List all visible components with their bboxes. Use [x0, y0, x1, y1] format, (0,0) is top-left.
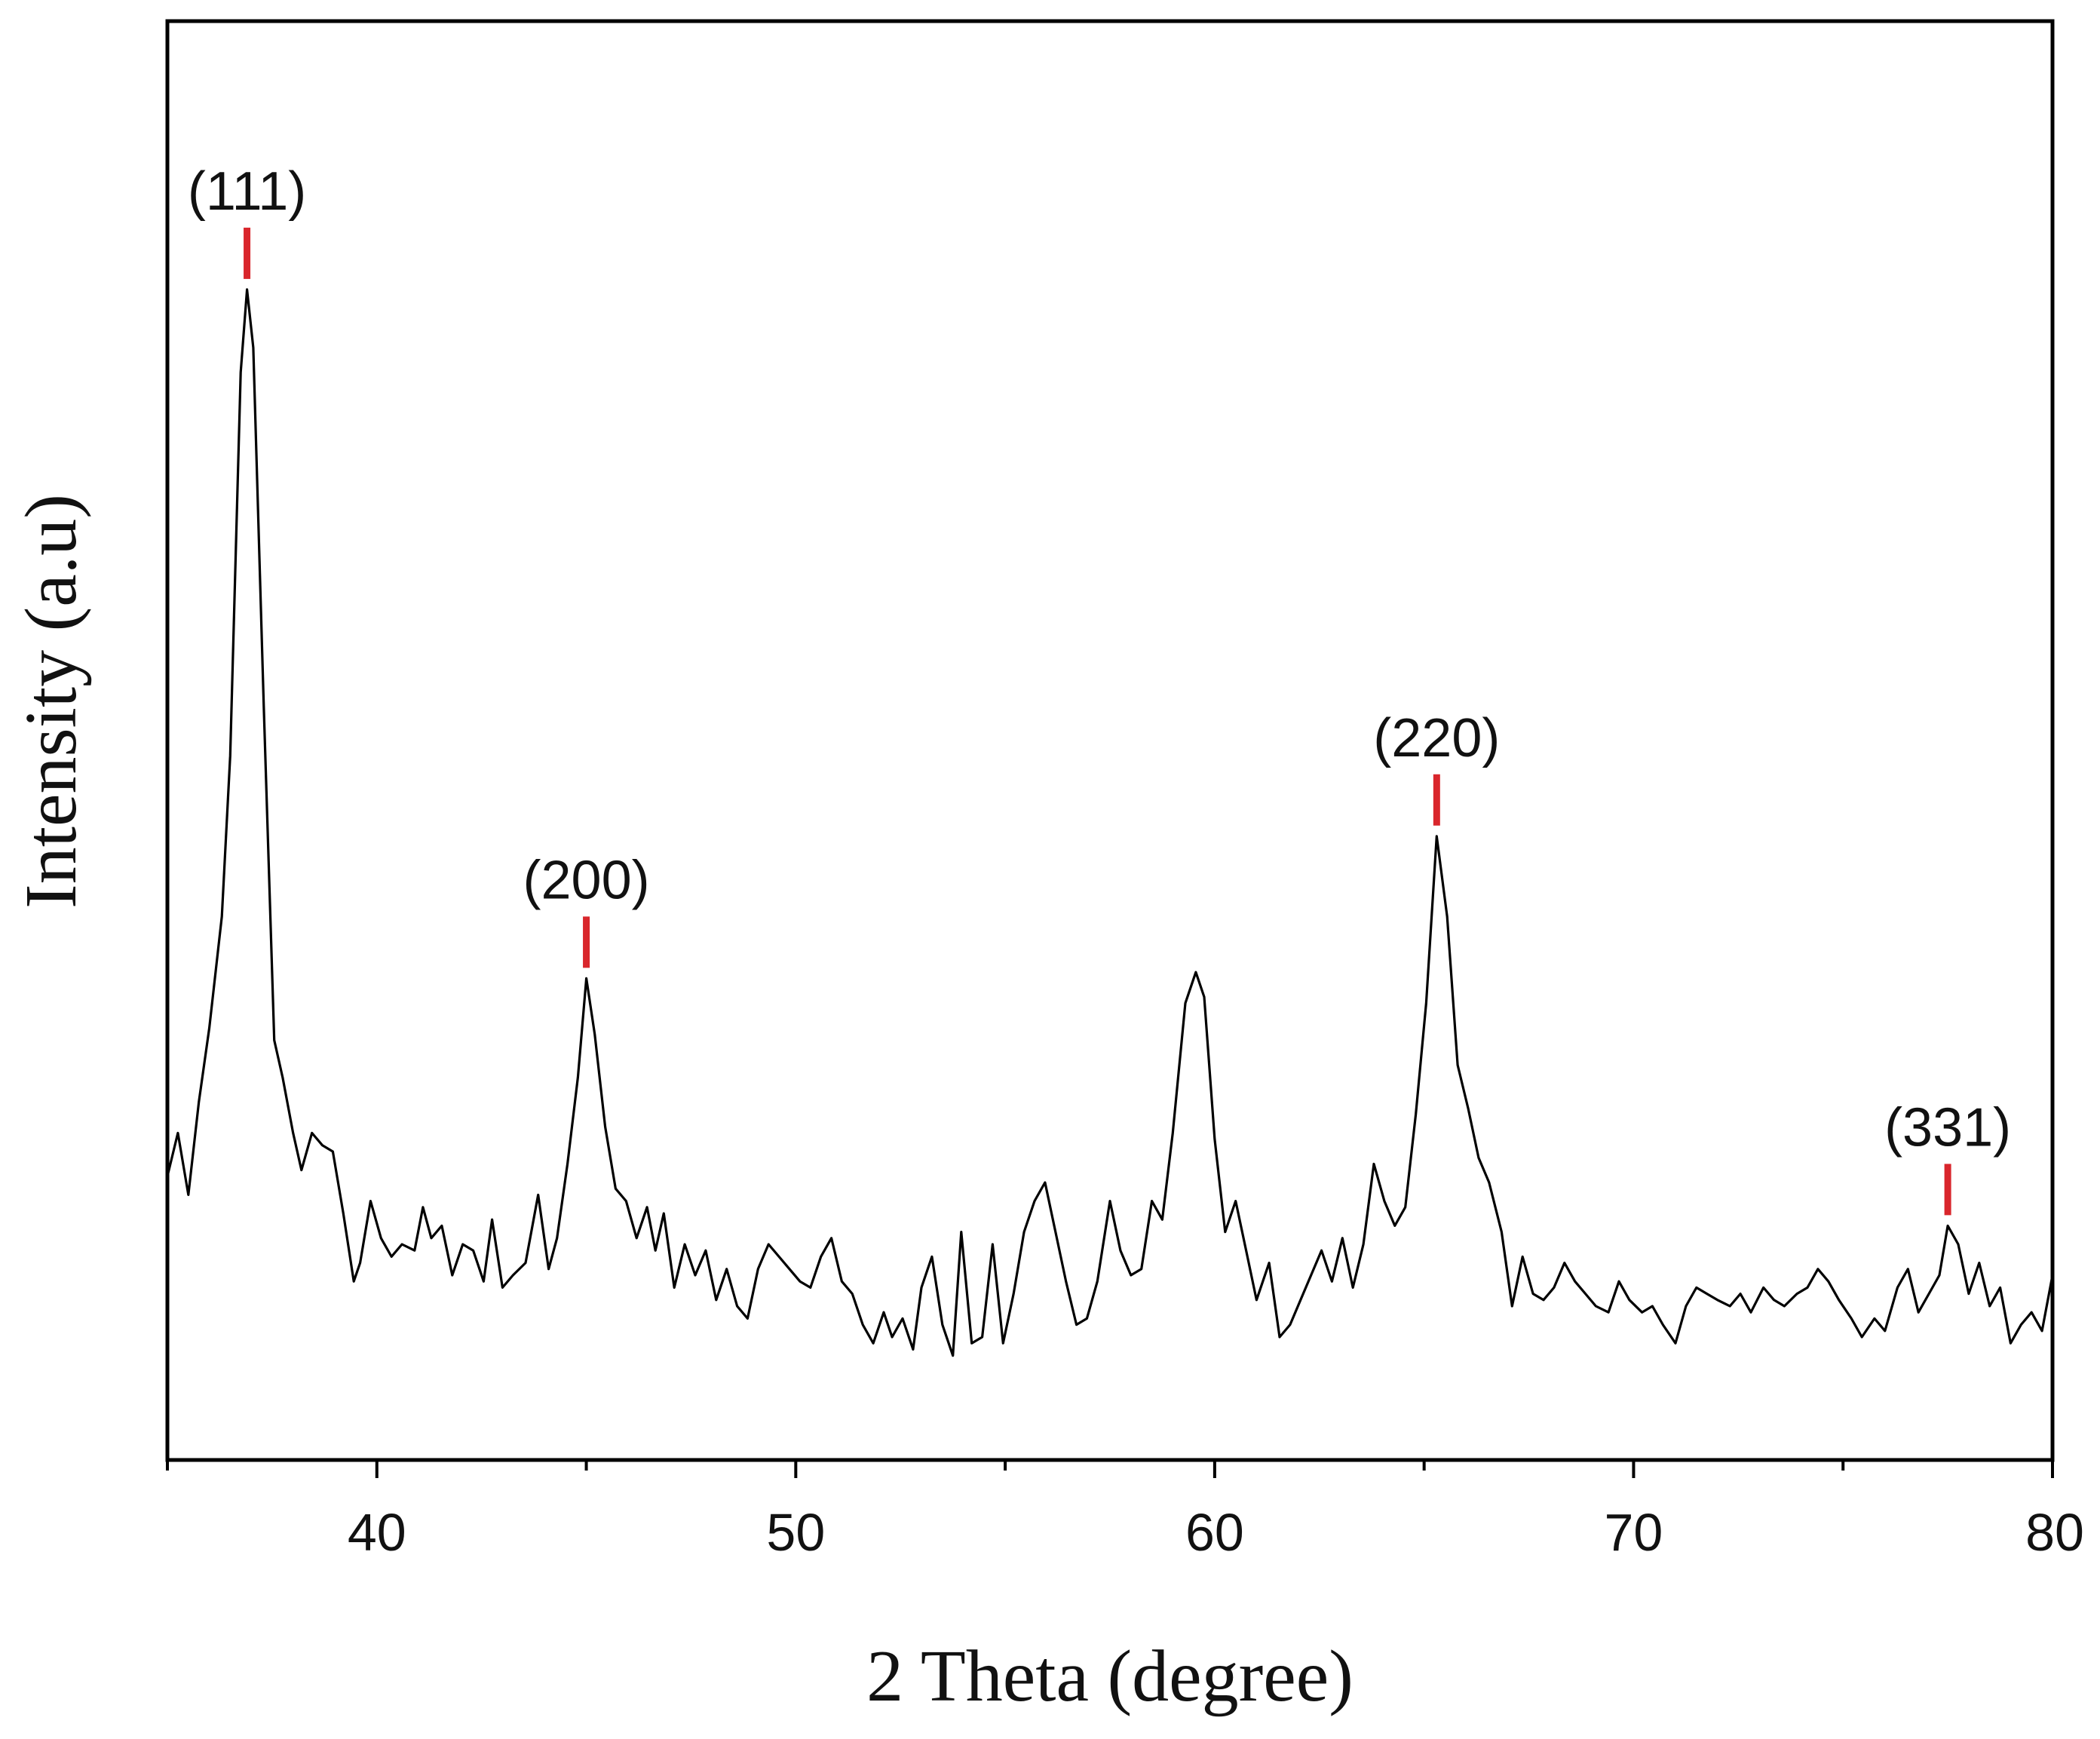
x-tick-label: 40 — [348, 1503, 406, 1562]
x-tick-label: 50 — [766, 1503, 825, 1562]
x-tick-label: 60 — [1185, 1503, 1244, 1562]
series-line — [166, 288, 2054, 1357]
x-axis-title: 2 Theta (degree) — [866, 1636, 1354, 1717]
peak-label: (220) — [1373, 708, 1500, 768]
plot-frame — [165, 19, 2055, 1462]
x-axis-ticks: 40 50 60 70 80 — [166, 1460, 2084, 1562]
x-tick-label: 80 — [2025, 1503, 2084, 1562]
x-tick-label: 70 — [1605, 1503, 1663, 1562]
peak-markers: (111) (200) (220) (331) — [188, 161, 2011, 1216]
peak-label: (111) — [188, 161, 306, 222]
y-axis-title: Intensity (a.u) — [11, 494, 92, 909]
peak-label: (331) — [1884, 1097, 2011, 1158]
peak-label: (200) — [523, 850, 650, 910]
